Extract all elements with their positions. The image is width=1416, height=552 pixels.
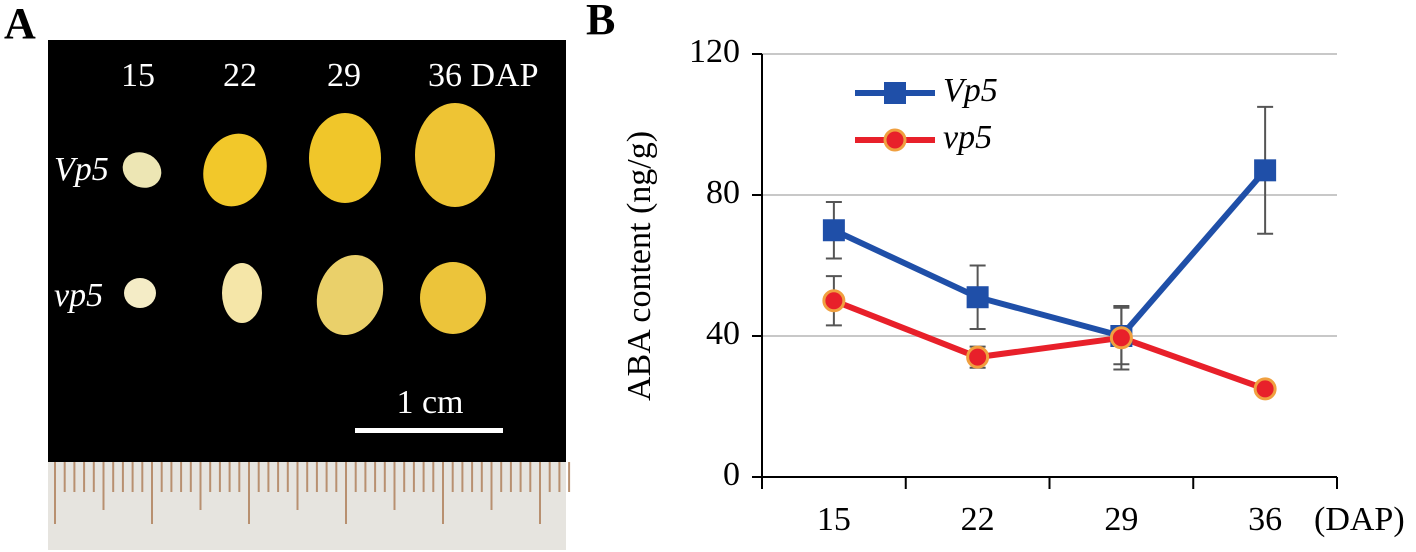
photo-background [48, 40, 566, 464]
data-point [1254, 159, 1277, 182]
seed [420, 262, 486, 334]
seed [203, 133, 267, 207]
series-line [832, 168, 1268, 340]
column-label: 36 DAP [428, 57, 539, 94]
legend-marker [883, 128, 907, 152]
y-axis-label: ABA content (ng/g) [621, 131, 658, 401]
seed [309, 113, 381, 203]
x-tick-label: 36 [1248, 501, 1282, 538]
panel-label: A [4, 0, 36, 48]
legend-label: vp5 [943, 119, 992, 156]
scale-bar [355, 428, 503, 433]
x-tick-label: 22 [961, 501, 995, 538]
row-label: Vp5 [54, 151, 109, 188]
y-tick-label: 80 [706, 174, 740, 211]
data-point [966, 286, 989, 309]
seed [222, 263, 262, 323]
seed [124, 278, 156, 308]
y-tick-label: 120 [689, 33, 740, 70]
legend-label: Vp5 [943, 72, 998, 109]
seed [122, 152, 162, 188]
data-point [966, 345, 990, 369]
seeds [122, 103, 495, 336]
data-point [822, 289, 846, 313]
seed [316, 254, 384, 336]
legend-marker [884, 82, 906, 104]
column-label: 15 [121, 57, 155, 94]
row-label: vp5 [54, 277, 103, 314]
seed [415, 103, 495, 207]
x-axis-label: (DAP) [1314, 501, 1405, 538]
x-tick-label: 15 [817, 501, 851, 538]
data-point [822, 219, 845, 242]
column-label: 22 [223, 57, 257, 94]
panel-label: B [586, 0, 615, 44]
chart: 0 40 80 120 15 22 29 36 (DAP) Vp5 vp5 [689, 33, 1405, 538]
y-tick-label: 0 [723, 456, 740, 493]
y-tick-label: 40 [706, 315, 740, 352]
data-point [1109, 326, 1133, 350]
ruler-ticks [54, 462, 571, 524]
scale-bar-label: 1 cm [396, 384, 463, 421]
column-label: 29 [327, 57, 361, 94]
x-tick-label: 29 [1104, 501, 1138, 538]
data-point [1253, 377, 1277, 401]
series-line [832, 297, 1267, 392]
